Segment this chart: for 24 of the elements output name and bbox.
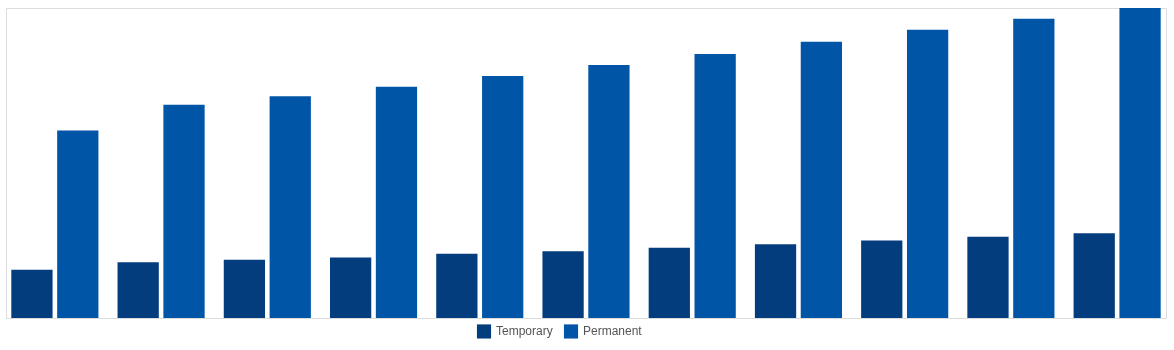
- legend-label: Temporary: [496, 324, 553, 339]
- bar: [800, 41, 843, 318]
- bar: [163, 104, 205, 318]
- bar: [482, 75, 524, 318]
- bar: [436, 253, 478, 318]
- bar: [1013, 18, 1055, 318]
- bar: [588, 65, 630, 318]
- bar: [694, 53, 736, 318]
- bar: [906, 29, 949, 318]
- bar: [329, 257, 372, 318]
- bar: [223, 259, 266, 318]
- bar: [967, 236, 1009, 318]
- bar: [57, 130, 99, 318]
- bar: [861, 240, 903, 318]
- bar: [117, 262, 159, 318]
- bar: [648, 247, 690, 318]
- legend-label: Permanent: [583, 324, 643, 339]
- bar: [375, 86, 418, 318]
- bar: [269, 96, 311, 318]
- bar: [11, 269, 53, 318]
- bar: [542, 251, 584, 318]
- bar: [1119, 8, 1161, 318]
- bar: [754, 244, 797, 318]
- bar: [1073, 233, 1115, 318]
